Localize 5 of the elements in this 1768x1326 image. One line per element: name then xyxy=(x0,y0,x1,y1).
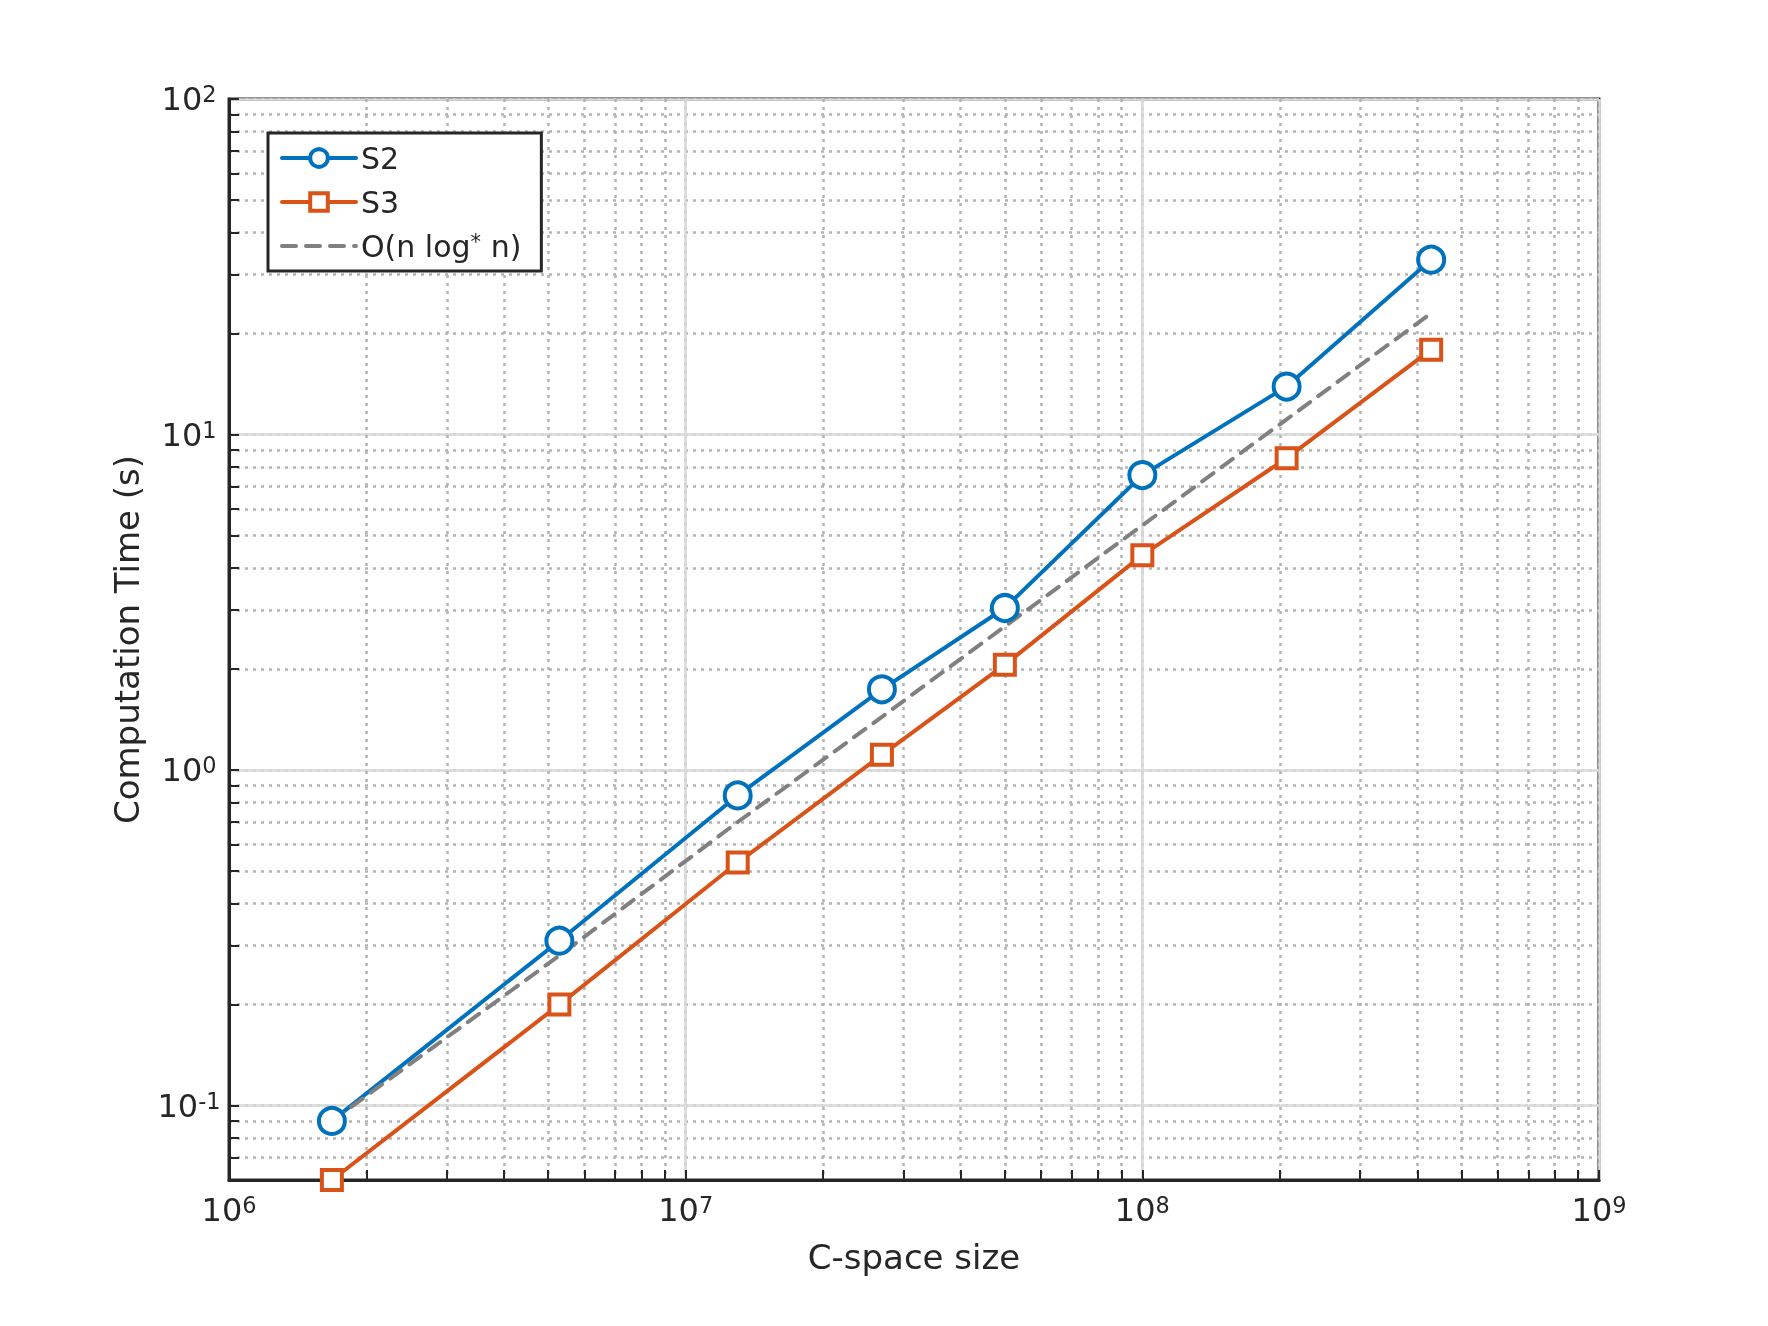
y-axis-title: Computation Time (s) xyxy=(107,454,147,825)
legend-label: O(n log* n) xyxy=(361,228,522,264)
x-axis-title: C-space size xyxy=(807,1237,1021,1277)
legend-label: S2 xyxy=(361,140,400,176)
legend-label: S3 xyxy=(361,184,400,220)
